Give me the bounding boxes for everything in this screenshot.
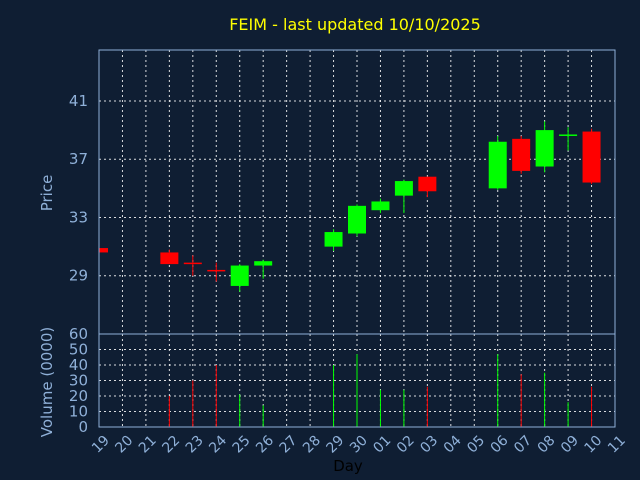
volume-tick-label: 60 <box>69 325 88 343</box>
candle-body <box>512 138 531 171</box>
x-tick-label: 10 <box>582 433 606 457</box>
candle-body <box>535 130 554 167</box>
x-tick-label: 22 <box>159 433 183 457</box>
x-tick-labels: 19 20 21 22 23 24 25 26 27 28 29 30 01 02 03 04 05 06 07 08… <box>89 433 629 457</box>
price-candles <box>98 121 601 292</box>
candle-body <box>324 232 343 247</box>
price-tick-label: 33 <box>69 208 88 226</box>
x-tick-label: 24 <box>206 433 230 457</box>
volume-bars <box>168 354 593 427</box>
candle-body <box>230 265 249 286</box>
candle-body <box>183 262 202 265</box>
volume-tick-label: 50 <box>69 341 88 359</box>
candle-body <box>371 201 390 211</box>
price-tick-label: 41 <box>69 92 88 110</box>
volume-tick-label: 0 <box>78 418 88 436</box>
x-tick-label: 05 <box>464 433 488 457</box>
candle-body <box>207 269 226 272</box>
price-tick-labels: 29 33 37 41 <box>69 92 88 285</box>
x-tick-label: 25 <box>230 433 254 457</box>
x-tick-label: 03 <box>417 433 441 457</box>
chart-title: FEIM - last updated 10/10/2025 <box>229 15 481 34</box>
volume-tick-label: 40 <box>69 356 88 374</box>
volume-tick-label: 10 <box>69 403 88 421</box>
volume-panel-frame <box>98 333 616 428</box>
x-tick-label: 20 <box>112 433 136 457</box>
volume-axis-label: Volume (0000) <box>38 327 56 437</box>
x-tick-label: 07 <box>511 433 535 457</box>
candle-body <box>348 205 366 234</box>
candle-body <box>559 134 578 136</box>
candle-body <box>99 248 108 253</box>
x-tick-label: 08 <box>535 433 559 457</box>
candle-body <box>160 252 179 265</box>
x-tick-label: 26 <box>253 433 277 457</box>
x-tick-label: 30 <box>347 433 371 457</box>
candle-body <box>394 181 413 196</box>
candle-body <box>488 141 507 189</box>
x-tick-label: 11 <box>605 433 629 457</box>
price-tick-label: 29 <box>69 267 88 285</box>
volume-tick-label: 20 <box>69 387 88 405</box>
x-tick-label: 04 <box>441 433 465 457</box>
candle-body <box>254 261 273 266</box>
x-tick-label: 01 <box>370 433 394 457</box>
x-tick-label: 19 <box>89 433 113 457</box>
x-tick-label: 02 <box>394 433 418 457</box>
price-axis-label: Price <box>38 175 56 212</box>
x-tick-label: 09 <box>558 433 582 457</box>
x-tick-label: 27 <box>277 433 301 457</box>
x-tick-label: 28 <box>300 433 324 457</box>
x-axis-label: Day <box>333 457 363 475</box>
x-tick-label: 29 <box>324 433 348 457</box>
volume-tick-label: 30 <box>69 372 88 390</box>
x-tick-label: 06 <box>488 433 512 457</box>
candle-body <box>582 131 601 183</box>
x-tick-label: 23 <box>183 433 207 457</box>
volume-grid <box>99 334 615 427</box>
price-grid <box>99 50 615 334</box>
candle-body <box>418 176 437 192</box>
x-tick-label: 21 <box>136 433 160 457</box>
price-tick-label: 37 <box>69 150 88 168</box>
